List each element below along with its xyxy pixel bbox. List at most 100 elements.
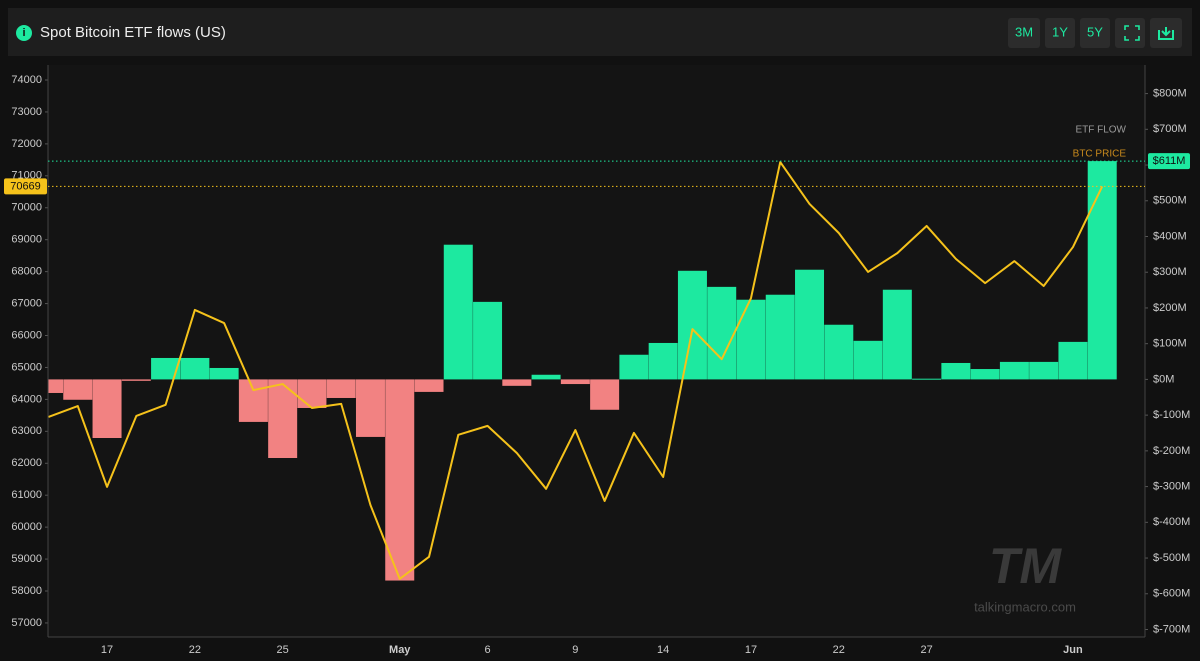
bar: [853, 340, 883, 380]
button[interactable]: [1045, 18, 1075, 48]
bar: [355, 379, 385, 437]
plot-area: [48, 65, 1145, 637]
price-line: [48, 161, 1104, 580]
button[interactable]: [1008, 18, 1040, 48]
y-tick-label: 69000: [11, 234, 42, 246]
y-tick-label: 64000: [11, 393, 42, 405]
x-tick-label: 25: [277, 644, 289, 656]
y2-tick-label: $400M: [1153, 230, 1187, 242]
y2-tick-label: $-500M: [1153, 552, 1190, 564]
y2-tick-label: $-700M: [1153, 623, 1190, 635]
fullscreen-button[interactable]: [1115, 18, 1145, 48]
y2-tick-label: $700M: [1153, 123, 1187, 135]
last-value-label: $611M: [1153, 155, 1186, 167]
button-label[interactable]: 1Y: [1052, 24, 1068, 39]
y2-tick-label: $800M: [1153, 87, 1187, 99]
y2-tick-label: $-300M: [1153, 480, 1190, 492]
bar: [941, 362, 971, 380]
bar: [824, 324, 854, 380]
y-tick-label: 62000: [11, 457, 42, 469]
y-tick-label: 59000: [11, 553, 42, 565]
x-tick-label: 17: [101, 644, 113, 656]
y-tick-label: 68000: [11, 266, 42, 278]
bar: [912, 378, 942, 380]
header-bar: [8, 8, 1192, 56]
y-tick-label: 67000: [11, 297, 42, 309]
bar: [677, 270, 707, 380]
y-tick-label: 61000: [11, 489, 42, 501]
info-icon[interactable]: [16, 25, 32, 41]
bar: [765, 294, 795, 380]
last-value-tag: [4, 178, 47, 195]
bar: [48, 379, 63, 393]
bar: [414, 379, 444, 392]
button[interactable]: [1080, 18, 1110, 48]
bar: [1087, 161, 1117, 380]
y2-tick-label: $-200M: [1153, 445, 1190, 457]
x-tick-label: 14: [657, 644, 669, 656]
bar: [121, 379, 151, 381]
bar: [180, 357, 210, 380]
y2-tick-label: $-600M: [1153, 588, 1190, 600]
bar: [443, 244, 473, 380]
y2-tick-label: $0M: [1153, 373, 1174, 385]
bar: [736, 299, 766, 380]
bar: [795, 269, 825, 380]
y2-tick-label: $300M: [1153, 266, 1187, 278]
button-label[interactable]: 3M: [1015, 24, 1033, 39]
bar: [238, 379, 268, 422]
plot-content: [48, 161, 1117, 581]
bar: [999, 361, 1029, 380]
y-tick-label: 57000: [11, 617, 42, 629]
x-tick-label: 27: [920, 644, 932, 656]
y-tick-label: 63000: [11, 425, 42, 437]
y-tick-label: 74000: [11, 74, 42, 86]
last-value-tag: [1148, 153, 1190, 170]
info-glyph: i: [22, 27, 25, 39]
watermark-site: talkingmacro.com: [974, 599, 1076, 614]
bar: [473, 301, 503, 380]
bar: [560, 379, 590, 385]
bar: [63, 379, 93, 400]
x-tick-label: 22: [189, 644, 201, 656]
bar: [531, 374, 561, 380]
watermark-logo: TM: [989, 538, 1063, 594]
chart-title: Spot Bitcoin ETF flows (US): [40, 24, 226, 41]
bar: [590, 379, 620, 410]
y-tick-label: 58000: [11, 585, 42, 597]
y-tick-label: 72000: [11, 138, 42, 150]
last-value-label: 70669: [10, 180, 41, 192]
bar: [385, 379, 415, 581]
y-tick-label: 65000: [11, 361, 42, 373]
bar: [92, 379, 122, 438]
x-tick-label: 22: [833, 644, 845, 656]
download-icon: [1158, 27, 1174, 40]
bar: [648, 342, 678, 380]
bar: [326, 379, 356, 398]
y2-tick-label: $-400M: [1153, 516, 1190, 528]
bar: [619, 354, 649, 380]
bar: [297, 379, 327, 408]
legend-label: ETF FLOW: [1075, 125, 1126, 136]
y2-tick-label: $500M: [1153, 195, 1187, 207]
bar: [1058, 341, 1088, 380]
x-tick-label: May: [389, 644, 411, 656]
y2-tick-label: $100M: [1153, 338, 1187, 350]
bar: [502, 379, 532, 386]
y2-tick-label: $-100M: [1153, 409, 1190, 421]
y-tick-label: 70000: [11, 202, 42, 214]
bar: [970, 369, 1000, 380]
bar: [1029, 361, 1059, 380]
x-tick-label: 17: [745, 644, 757, 656]
bar: [209, 367, 239, 380]
x-tick-label: Jun: [1063, 644, 1083, 656]
legend-label: BTC PRICE: [1073, 149, 1127, 160]
y-tick-label: 66000: [11, 329, 42, 341]
button-label[interactable]: 5Y: [1087, 24, 1103, 39]
y-tick-label: 60000: [11, 521, 42, 533]
bar: [882, 289, 912, 380]
bar: [707, 286, 737, 380]
fullscreen-icon: [1124, 25, 1140, 41]
y2-tick-label: $200M: [1153, 302, 1187, 314]
